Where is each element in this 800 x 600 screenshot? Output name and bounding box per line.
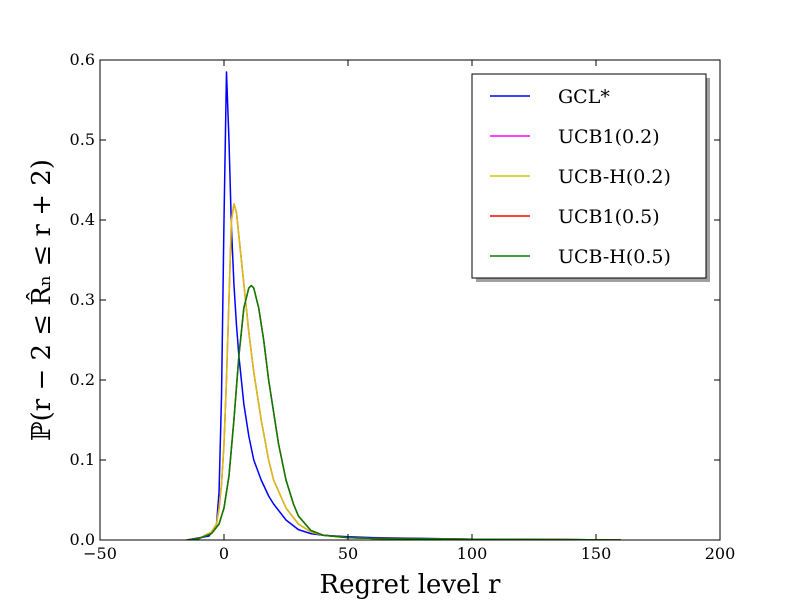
y-tick-label: 0.3 <box>70 290 95 309</box>
legend-label: UCB-H(0.5) <box>558 246 671 268</box>
y-tick-label: 0.2 <box>70 370 95 389</box>
legend-label: GCL* <box>558 86 610 108</box>
y-tick-label: 0.1 <box>70 450 95 469</box>
y-tick-label: 0.0 <box>70 530 95 549</box>
x-tick-label: 50 <box>338 544 358 563</box>
legend-label: UCB-H(0.2) <box>558 166 671 188</box>
y-tick-label: 0.4 <box>70 210 95 229</box>
series-layer <box>186 71 621 540</box>
x-tick-label: 150 <box>581 544 612 563</box>
series-line-4 <box>186 284 621 540</box>
legend-label: UCB1(0.2) <box>558 126 660 148</box>
series-line-5 <box>186 284 621 540</box>
x-tick-label: 0 <box>219 544 229 563</box>
x-axis-title: Regret level r <box>320 570 501 600</box>
y-axis-title: ℙ(r − 2 ≤ R̂ₙ ≤ r + 2) <box>26 159 57 441</box>
x-tick-label: 200 <box>705 544 736 563</box>
y-tick-label: 0.6 <box>70 50 95 69</box>
ticks-layer: −50 0 50 100 150 200 0.0 0.1 0.2 0.3 0.4 0.5 0.6 <box>70 50 736 563</box>
legend-label: UCB1(0.5) <box>558 206 660 228</box>
legend: GCL* UCB1(0.2) UCB-H(0.2) UCB1(0.5) UCB-H(0.… <box>471 73 710 282</box>
x-tick-label: 100 <box>457 544 488 563</box>
y-tick-label: 0.5 <box>70 130 95 149</box>
x-tick-label: −50 <box>83 544 117 563</box>
